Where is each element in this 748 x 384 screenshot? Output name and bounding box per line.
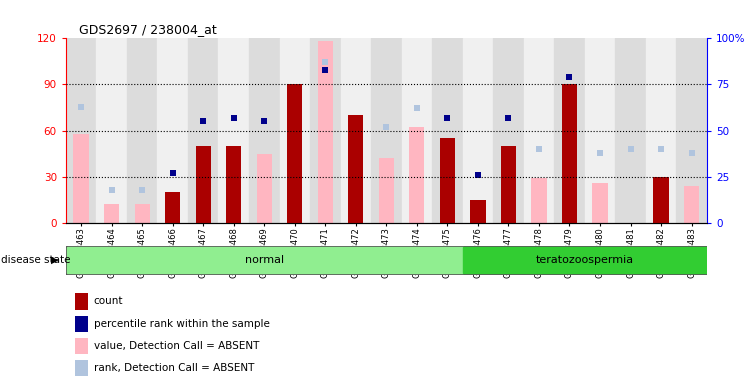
Text: rank, Detection Call = ABSENT: rank, Detection Call = ABSENT — [94, 363, 254, 373]
Text: GDS2697 / 238004_at: GDS2697 / 238004_at — [79, 23, 216, 36]
Bar — [562, 84, 577, 223]
Bar — [348, 115, 364, 223]
Bar — [73, 134, 89, 223]
Bar — [402, 38, 432, 223]
Bar — [310, 38, 340, 223]
Bar — [616, 38, 646, 223]
Text: value, Detection Call = ABSENT: value, Detection Call = ABSENT — [94, 341, 259, 351]
Bar — [463, 247, 707, 273]
Bar — [218, 38, 249, 223]
Bar — [646, 38, 676, 223]
Bar — [676, 38, 707, 223]
Bar — [554, 38, 585, 223]
Bar — [96, 38, 127, 223]
Bar — [157, 38, 188, 223]
Text: normal: normal — [245, 255, 283, 265]
Bar — [318, 41, 333, 223]
Bar — [501, 146, 516, 223]
Bar — [531, 178, 547, 223]
Bar — [135, 204, 150, 223]
Bar — [66, 38, 96, 223]
Bar — [470, 200, 485, 223]
Bar — [340, 38, 371, 223]
Bar — [432, 38, 463, 223]
Bar — [409, 127, 425, 223]
Bar — [257, 154, 272, 223]
Bar — [195, 146, 211, 223]
Text: percentile rank within the sample: percentile rank within the sample — [94, 319, 269, 329]
Text: disease state: disease state — [1, 255, 70, 265]
Text: count: count — [94, 296, 123, 306]
Bar — [188, 38, 218, 223]
Bar — [378, 158, 394, 223]
Bar — [371, 38, 402, 223]
Bar — [165, 192, 180, 223]
Bar — [684, 186, 699, 223]
Bar — [585, 38, 616, 223]
Bar — [440, 138, 455, 223]
Bar — [226, 146, 242, 223]
Bar — [287, 84, 302, 223]
Text: ▶: ▶ — [51, 255, 58, 265]
Bar — [524, 38, 554, 223]
Bar — [249, 38, 280, 223]
Bar — [463, 38, 493, 223]
Bar — [493, 38, 524, 223]
FancyBboxPatch shape — [66, 246, 707, 275]
Bar — [67, 247, 463, 273]
Bar — [280, 38, 310, 223]
Bar — [592, 183, 607, 223]
Bar — [127, 38, 157, 223]
Bar — [654, 177, 669, 223]
Bar — [104, 204, 119, 223]
Text: teratozoospermia: teratozoospermia — [536, 255, 634, 265]
